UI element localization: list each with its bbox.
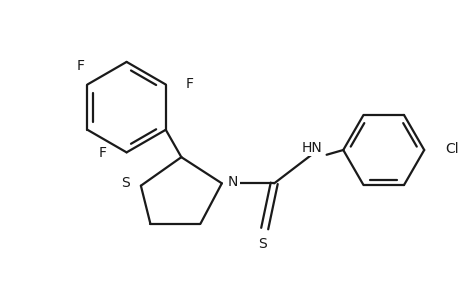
Text: F: F bbox=[185, 76, 193, 91]
Text: S: S bbox=[121, 176, 130, 190]
Text: F: F bbox=[98, 146, 106, 160]
Text: F: F bbox=[76, 59, 84, 74]
Text: S: S bbox=[257, 237, 266, 251]
Text: N: N bbox=[228, 176, 238, 189]
Text: HN: HN bbox=[301, 141, 322, 154]
Text: Cl: Cl bbox=[445, 142, 458, 156]
